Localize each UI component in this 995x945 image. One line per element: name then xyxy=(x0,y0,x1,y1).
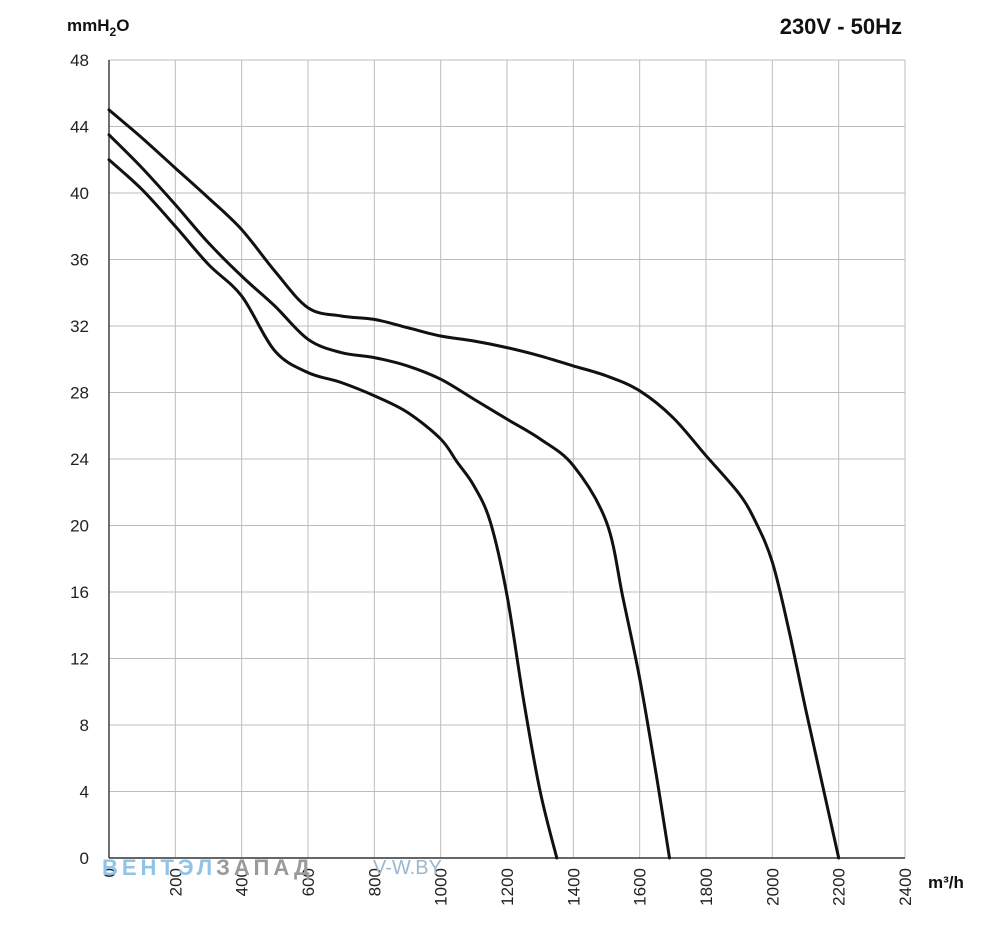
performance-curve-2 xyxy=(107,133,671,860)
x-tick-label: 1200 xyxy=(498,868,517,906)
y-tick-label: 44 xyxy=(70,118,89,137)
x-tick-label: 600 xyxy=(299,868,318,896)
x-tick-label: 1400 xyxy=(564,868,583,906)
x-tick-label: 400 xyxy=(233,868,252,896)
x-tick-label: 0 xyxy=(100,868,119,877)
x-tick-label: 1000 xyxy=(432,868,451,906)
y-tick-label: 40 xyxy=(70,184,89,203)
y-tick-label: 32 xyxy=(70,317,89,336)
performance-curves xyxy=(107,108,841,860)
y-tick-label: 12 xyxy=(70,650,89,669)
watermark-brand: ВЕНТЭЛЗАПАД xyxy=(102,855,314,880)
x-tick-label: 1800 xyxy=(697,868,716,906)
x-axis-unit-label: m³/h xyxy=(928,873,964,892)
y-tick-label: 8 xyxy=(80,716,89,735)
watermark-site: V-W.BY xyxy=(373,857,442,879)
y-tick-label: 16 xyxy=(70,583,89,602)
y-axis-unit-subscript: 2 xyxy=(110,25,117,39)
grid-lines xyxy=(108,59,906,859)
y-tick-label: 24 xyxy=(70,450,89,469)
x-tick-label: 2200 xyxy=(830,868,849,906)
x-tick-label: 1600 xyxy=(631,868,650,906)
y-axis-unit-label: mmH2O xyxy=(67,16,129,39)
y-axis-unit-tail: O xyxy=(116,16,129,35)
y-tick-label: 4 xyxy=(80,783,89,802)
x-tick-label: 2400 xyxy=(896,868,915,906)
y-tick-label: 28 xyxy=(70,384,89,403)
axes xyxy=(108,60,905,859)
performance-curve-1 xyxy=(107,158,559,860)
y-tick-label: 20 xyxy=(70,517,89,536)
x-tick-labels: 0 200 400 600 800 1000 1200 1400 1600 1800 2000 220… xyxy=(100,868,915,906)
watermark-brand-part2: ЗАПАД xyxy=(216,855,314,880)
x-tick-label: 200 xyxy=(166,868,185,896)
y-tick-label: 48 xyxy=(70,51,89,70)
y-tick-label: 36 xyxy=(70,251,89,270)
y-tick-label: 0 xyxy=(80,849,89,868)
performance-curve-3 xyxy=(107,108,841,860)
chart-title: 230V - 50Hz xyxy=(780,14,902,39)
x-tick-label: 800 xyxy=(365,868,384,896)
watermark-brand-part1: ВЕНТЭЛ xyxy=(102,855,216,880)
x-tick-label: 2000 xyxy=(763,868,782,906)
